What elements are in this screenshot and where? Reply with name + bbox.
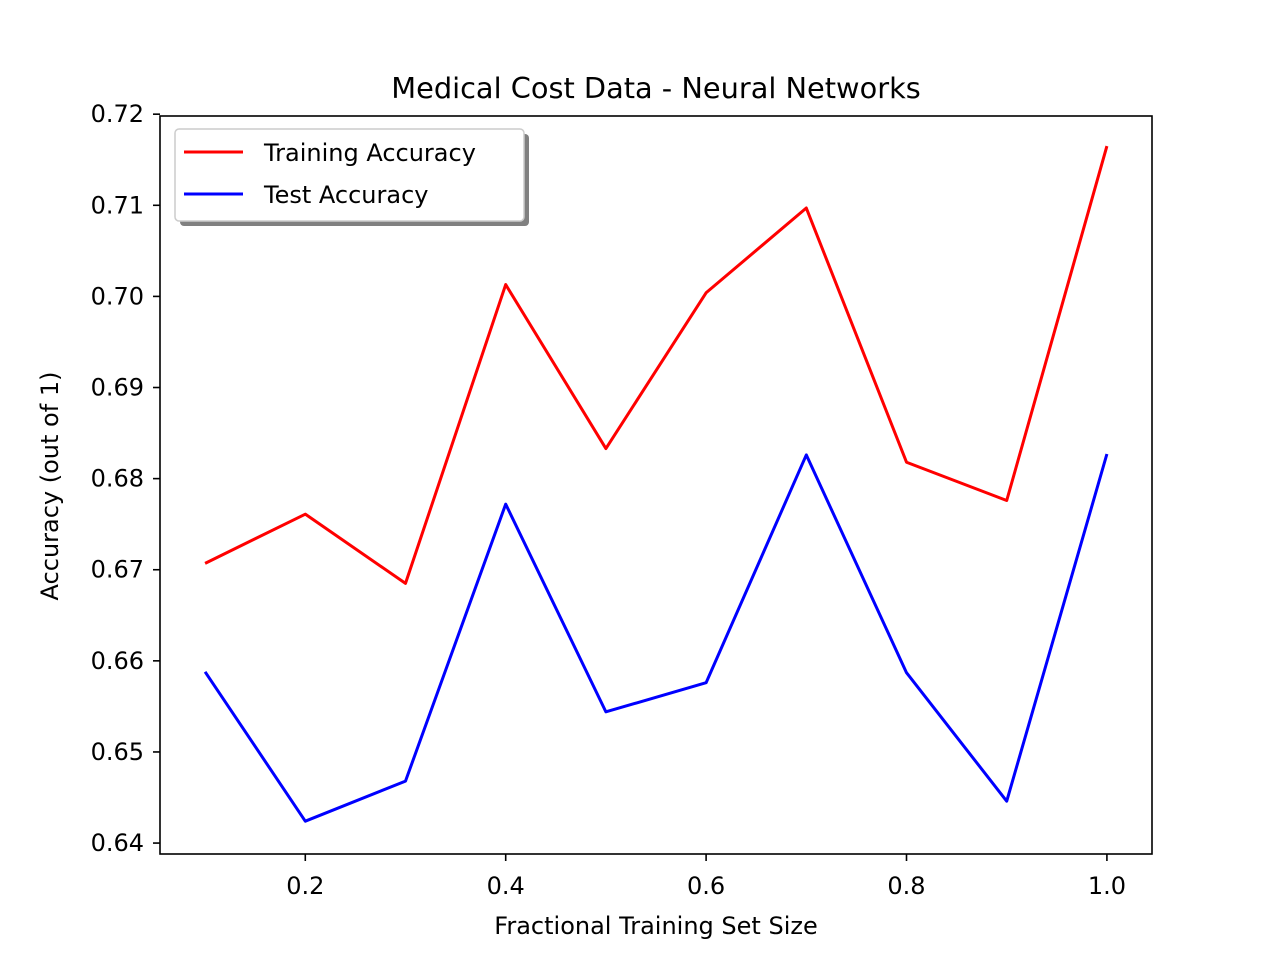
y-tick-label: 0.68 <box>91 465 144 493</box>
x-tick-label: 0.6 <box>687 872 725 900</box>
data-point-training-accuracy <box>1105 145 1108 148</box>
x-axis-label: Fractional Training Set Size <box>494 912 817 940</box>
chart-title: Medical Cost Data - Neural Networks <box>391 71 921 105</box>
y-tick-label: 0.71 <box>91 191 144 219</box>
data-point-test-accuracy <box>705 681 708 684</box>
y-tick-label: 0.67 <box>91 556 144 584</box>
data-point-training-accuracy <box>905 461 908 464</box>
data-point-test-accuracy <box>504 503 507 506</box>
y-tick-label: 0.69 <box>91 374 144 402</box>
data-point-test-accuracy <box>604 710 607 713</box>
y-tick-label: 0.65 <box>91 738 144 766</box>
data-point-training-accuracy <box>805 207 808 210</box>
data-point-training-accuracy <box>604 447 607 450</box>
legend-label-training-accuracy: Training Accuracy <box>263 139 476 167</box>
legend: Training Accuracy Test Accuracy <box>174 128 529 226</box>
plot-area: 0.2 0.4 0.6 0.8 1.0 0.64 0.65 0.66 0.67 0.68 0.69 0… <box>91 100 1153 900</box>
data-point-test-accuracy <box>1105 453 1108 456</box>
legend-box <box>174 128 525 222</box>
data-point-training-accuracy <box>404 582 407 585</box>
x-tick-label: 1.0 <box>1088 872 1126 900</box>
data-point-test-accuracy <box>304 820 307 823</box>
data-point-training-accuracy <box>705 291 708 294</box>
data-point-test-accuracy <box>1005 800 1008 803</box>
data-point-training-accuracy <box>504 283 507 286</box>
data-point-test-accuracy <box>805 453 808 456</box>
series-line-training-accuracy <box>204 145 1109 585</box>
x-tick-label: 0.8 <box>887 872 925 900</box>
y-axis-label: Accuracy (out of 1) <box>36 372 64 601</box>
data-point-test-accuracy <box>404 780 407 783</box>
data-point-test-accuracy <box>204 670 207 673</box>
x-tick-label: 0.2 <box>286 872 324 900</box>
legend-label-test-accuracy: Test Accuracy <box>263 181 428 209</box>
x-tick-label: 0.4 <box>487 872 525 900</box>
data-point-training-accuracy <box>304 513 307 516</box>
y-tick-label: 0.64 <box>91 829 144 857</box>
y-tick-label: 0.66 <box>91 647 144 675</box>
data-point-training-accuracy <box>204 562 207 565</box>
plot-frame <box>159 115 1153 855</box>
data-point-test-accuracy <box>905 671 908 674</box>
series-line-test-accuracy <box>203 453 1109 823</box>
data-point-training-accuracy <box>1005 499 1008 502</box>
y-tick-label: 0.72 <box>91 100 144 128</box>
y-tick-label: 0.70 <box>91 282 144 310</box>
